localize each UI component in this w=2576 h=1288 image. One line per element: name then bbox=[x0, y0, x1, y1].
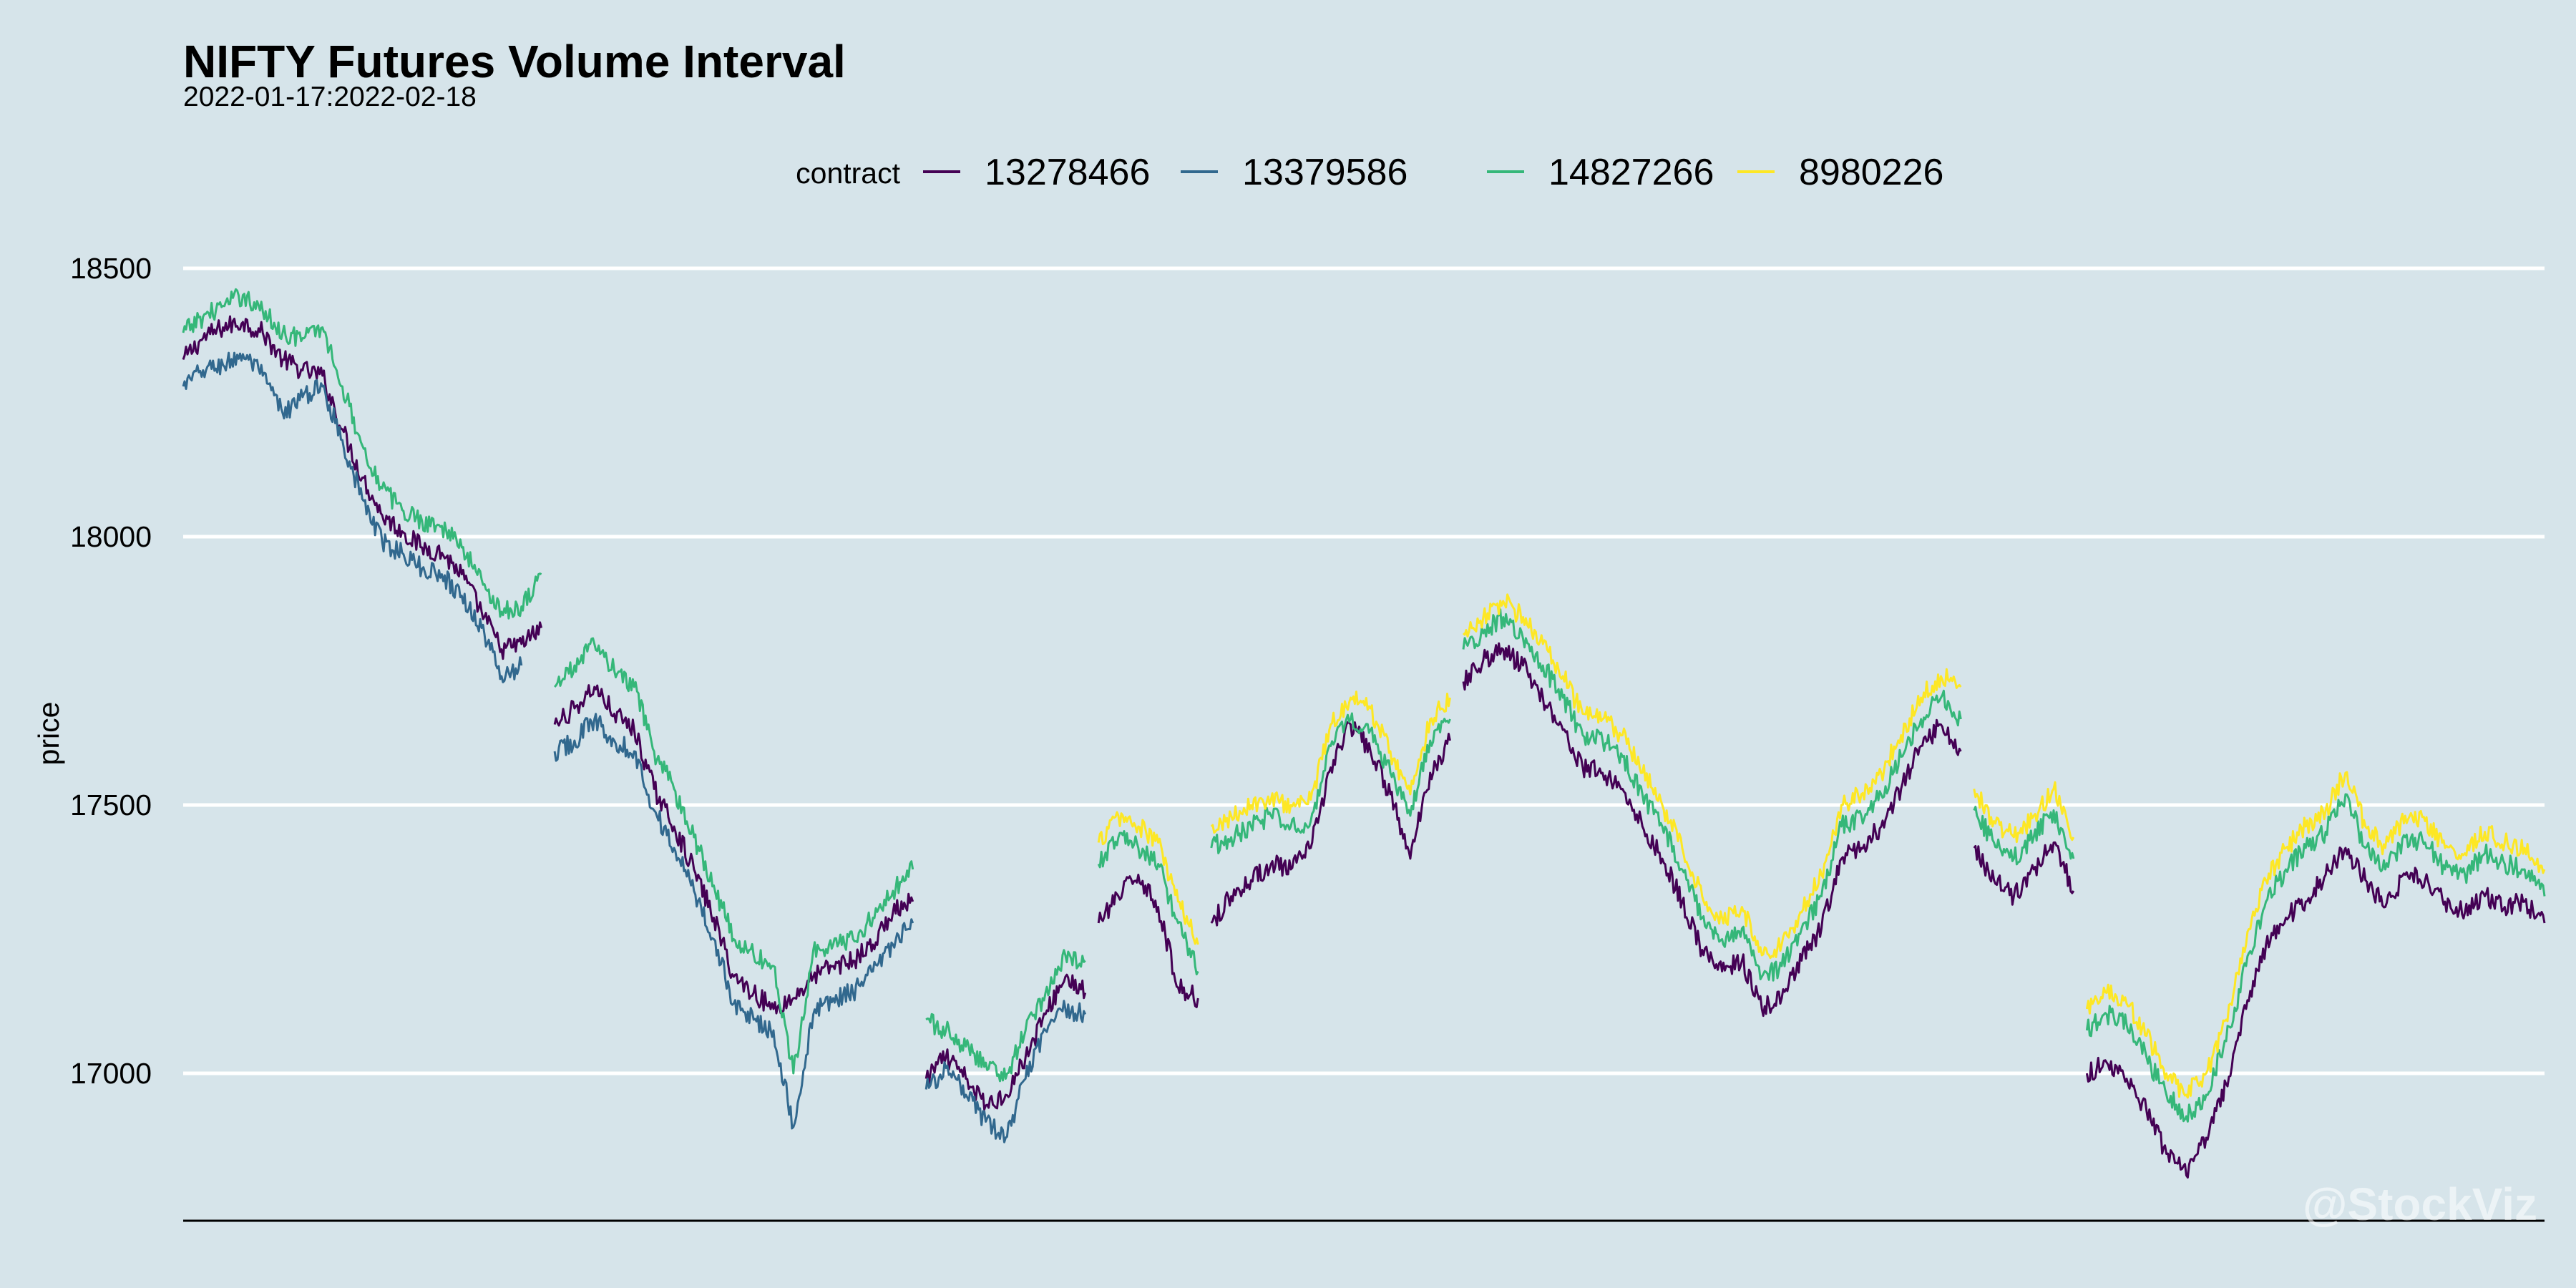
legend-label: 13379586 bbox=[1242, 152, 1407, 193]
series-line-segment bbox=[2085, 771, 2546, 1099]
watermark: @StockViz bbox=[2303, 1179, 2537, 1230]
series-line-segment bbox=[924, 973, 1087, 1111]
series-line-segment bbox=[1973, 841, 2075, 906]
series-lines bbox=[182, 288, 2546, 1179]
series-line-segment bbox=[182, 351, 523, 683]
series-line-segment bbox=[1973, 806, 2075, 866]
y-tick-label: 17000 bbox=[70, 1057, 152, 1090]
legend-item-13278466: 13278466 bbox=[923, 152, 1150, 193]
series-14827266 bbox=[182, 288, 2546, 1123]
legend: contract 13278466 13379586 14827266 8980226 bbox=[796, 152, 1943, 193]
legend-item-8980226: 8980226 bbox=[1737, 152, 1943, 193]
series-line-segment bbox=[182, 315, 543, 660]
series-line-segment bbox=[1462, 608, 1962, 982]
legend-label: 13278466 bbox=[985, 152, 1150, 193]
series-line-segment bbox=[1097, 830, 1199, 976]
series-line-segment bbox=[924, 1000, 1087, 1143]
legend-label: 14827266 bbox=[1548, 152, 1714, 193]
y-tick-label: 18000 bbox=[70, 520, 152, 553]
series-line-segment bbox=[1462, 642, 1962, 1018]
series-line-segment bbox=[1210, 691, 1451, 834]
series-line-segment bbox=[1462, 593, 1962, 960]
series-line-segment bbox=[1973, 781, 2075, 844]
y-axis-label: price bbox=[32, 702, 65, 766]
series-line-segment bbox=[553, 637, 914, 1075]
series-line-segment bbox=[1097, 874, 1199, 1008]
legend-item-14827266: 14827266 bbox=[1487, 152, 1714, 193]
series-line-segment bbox=[2085, 793, 2546, 1123]
chart-title: NIFTY Futures Volume Interval bbox=[183, 36, 846, 87]
series-line-segment bbox=[182, 288, 542, 620]
y-tick-label: 17500 bbox=[70, 789, 152, 821]
y-tick-label: 18500 bbox=[70, 252, 152, 285]
series-line-segment bbox=[1097, 811, 1199, 945]
legend-item-13379586: 13379586 bbox=[1181, 152, 1407, 193]
series-line-segment bbox=[2085, 847, 2546, 1179]
grid-lines bbox=[183, 266, 2545, 1075]
series-8980226 bbox=[1097, 593, 2546, 1099]
legend-label: 8980226 bbox=[1799, 152, 1943, 193]
series-line-segment bbox=[553, 684, 914, 1015]
series-line-segment bbox=[553, 713, 914, 1130]
chart-subtitle: 2022-01-17:2022-02-18 bbox=[183, 82, 477, 112]
series-13379586 bbox=[182, 351, 1087, 1143]
y-axis-ticks: 17000 17500 18000 18500 bbox=[70, 252, 152, 1090]
series-line-segment bbox=[1210, 721, 1451, 927]
series-13278466 bbox=[182, 315, 2546, 1179]
legend-title: contract bbox=[796, 157, 900, 190]
series-line-segment bbox=[1210, 712, 1451, 854]
series-line-segment bbox=[925, 949, 1086, 1083]
